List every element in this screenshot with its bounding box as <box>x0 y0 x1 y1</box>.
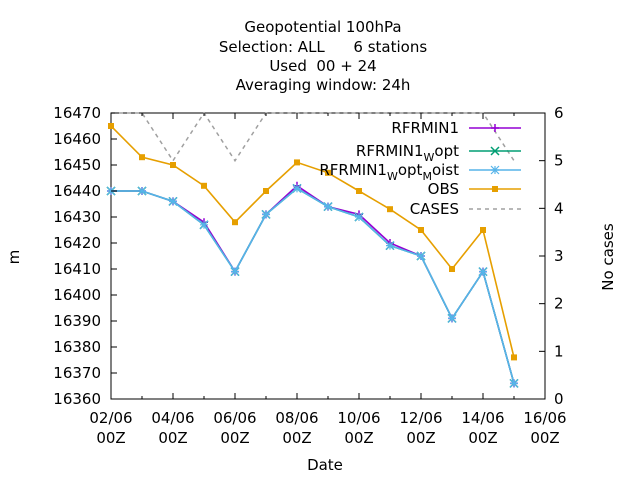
x-tick-label: 00Z <box>220 429 249 447</box>
title-line-1: Geopotential 100hPa <box>244 18 401 36</box>
y2-tick-label: 2 <box>554 295 564 313</box>
x-tick-label: 00Z <box>406 429 435 447</box>
series-cases <box>111 111 515 163</box>
data-point <box>170 162 176 168</box>
x-tick-label: 00Z <box>158 429 187 447</box>
data-point <box>418 227 424 233</box>
legend-marker <box>492 186 498 192</box>
data-point <box>263 188 269 194</box>
plot-frame <box>110 112 546 400</box>
data-point <box>387 206 393 213</box>
y2-tick-label: 6 <box>554 104 564 122</box>
x-axis-label: Date <box>307 456 343 474</box>
data-point <box>385 241 395 251</box>
x-tick-label: 02/06 <box>89 409 132 427</box>
y-tick-label: 16400 <box>53 286 101 304</box>
legend-label: RFRMIN1WoptMoist <box>319 161 459 183</box>
legend-marker <box>490 165 500 175</box>
y2-tick-label: 1 <box>554 342 564 360</box>
x-tick-label: 16/06 <box>523 409 566 427</box>
legend-label: RFRMIN1 <box>391 119 459 137</box>
y-tick-label: 16380 <box>53 338 101 356</box>
data-point <box>447 313 457 323</box>
y2-axis-label: No cases <box>599 223 617 291</box>
y-tick-label: 16420 <box>53 234 101 252</box>
x-tick-label: 08/06 <box>275 409 318 427</box>
x-tick-label: 10/06 <box>337 409 380 427</box>
x-tick-label: 00Z <box>344 429 373 447</box>
data-point <box>261 209 271 219</box>
legend-marker <box>490 146 500 156</box>
x-tick-label: 00Z <box>96 429 125 447</box>
y-tick-label: 16460 <box>53 130 101 148</box>
series-line <box>111 111 515 163</box>
series-line <box>111 187 515 384</box>
y-tick-label: 16410 <box>53 260 101 278</box>
data-point <box>139 154 145 161</box>
title-line-3: Used 00 + 24 <box>269 57 376 75</box>
data-point <box>354 212 364 222</box>
data-point <box>480 227 486 233</box>
tick-layer: 1636016370163801639016400164101642016430… <box>53 104 566 447</box>
y-tick-label: 16390 <box>53 312 101 330</box>
x-tick-label: 00Z <box>282 429 311 447</box>
x-tick-label: 14/06 <box>461 409 504 427</box>
data-point <box>201 182 207 189</box>
data-point <box>416 251 426 261</box>
data-point <box>199 220 209 230</box>
legend-label: RFRMIN1Wopt <box>356 142 459 164</box>
y-tick-label: 16470 <box>53 104 101 122</box>
data-point <box>108 123 114 129</box>
series-layer <box>106 111 519 388</box>
data-point <box>230 267 240 277</box>
x-tick-label: 04/06 <box>151 409 194 427</box>
data-point <box>168 196 178 206</box>
x-tick-label: 00Z <box>468 429 497 447</box>
data-point <box>356 188 362 194</box>
y-axis-label: m <box>5 250 23 265</box>
data-point <box>325 169 331 176</box>
y2-tick-label: 4 <box>554 199 564 217</box>
data-point <box>292 183 302 193</box>
data-point <box>232 219 238 226</box>
data-point <box>323 202 333 212</box>
y-tick-label: 16440 <box>53 182 101 200</box>
y2-tick-label: 0 <box>554 390 564 408</box>
data-point <box>509 378 519 388</box>
data-point <box>511 354 517 361</box>
data-point <box>137 186 147 196</box>
legend-marker <box>491 124 499 132</box>
title-line-2: Selection: ALL 6 stations <box>219 38 427 56</box>
y-tick-label: 16360 <box>53 390 101 408</box>
y2-tick-label: 3 <box>554 247 564 265</box>
series-line <box>110 125 515 358</box>
legend-label: CASES <box>410 200 459 218</box>
chart-title: Geopotential 100hPa Selection: ALL 6 sta… <box>219 18 427 94</box>
series-obs <box>108 123 517 361</box>
data-point <box>478 267 488 277</box>
title-line-4: Averaging window: 24h <box>236 76 411 94</box>
x-tick-label: 12/06 <box>399 409 442 427</box>
y-tick-label: 16370 <box>53 364 101 382</box>
y-tick-label: 16450 <box>53 156 101 174</box>
x-tick-label: 00Z <box>530 429 559 447</box>
y2-tick-label: 5 <box>554 152 564 170</box>
y-tick-label: 16430 <box>53 208 101 226</box>
x-tick-label: 06/06 <box>213 409 256 427</box>
legend-label: OBS <box>428 180 459 198</box>
data-point <box>294 159 300 166</box>
data-point <box>449 266 455 272</box>
